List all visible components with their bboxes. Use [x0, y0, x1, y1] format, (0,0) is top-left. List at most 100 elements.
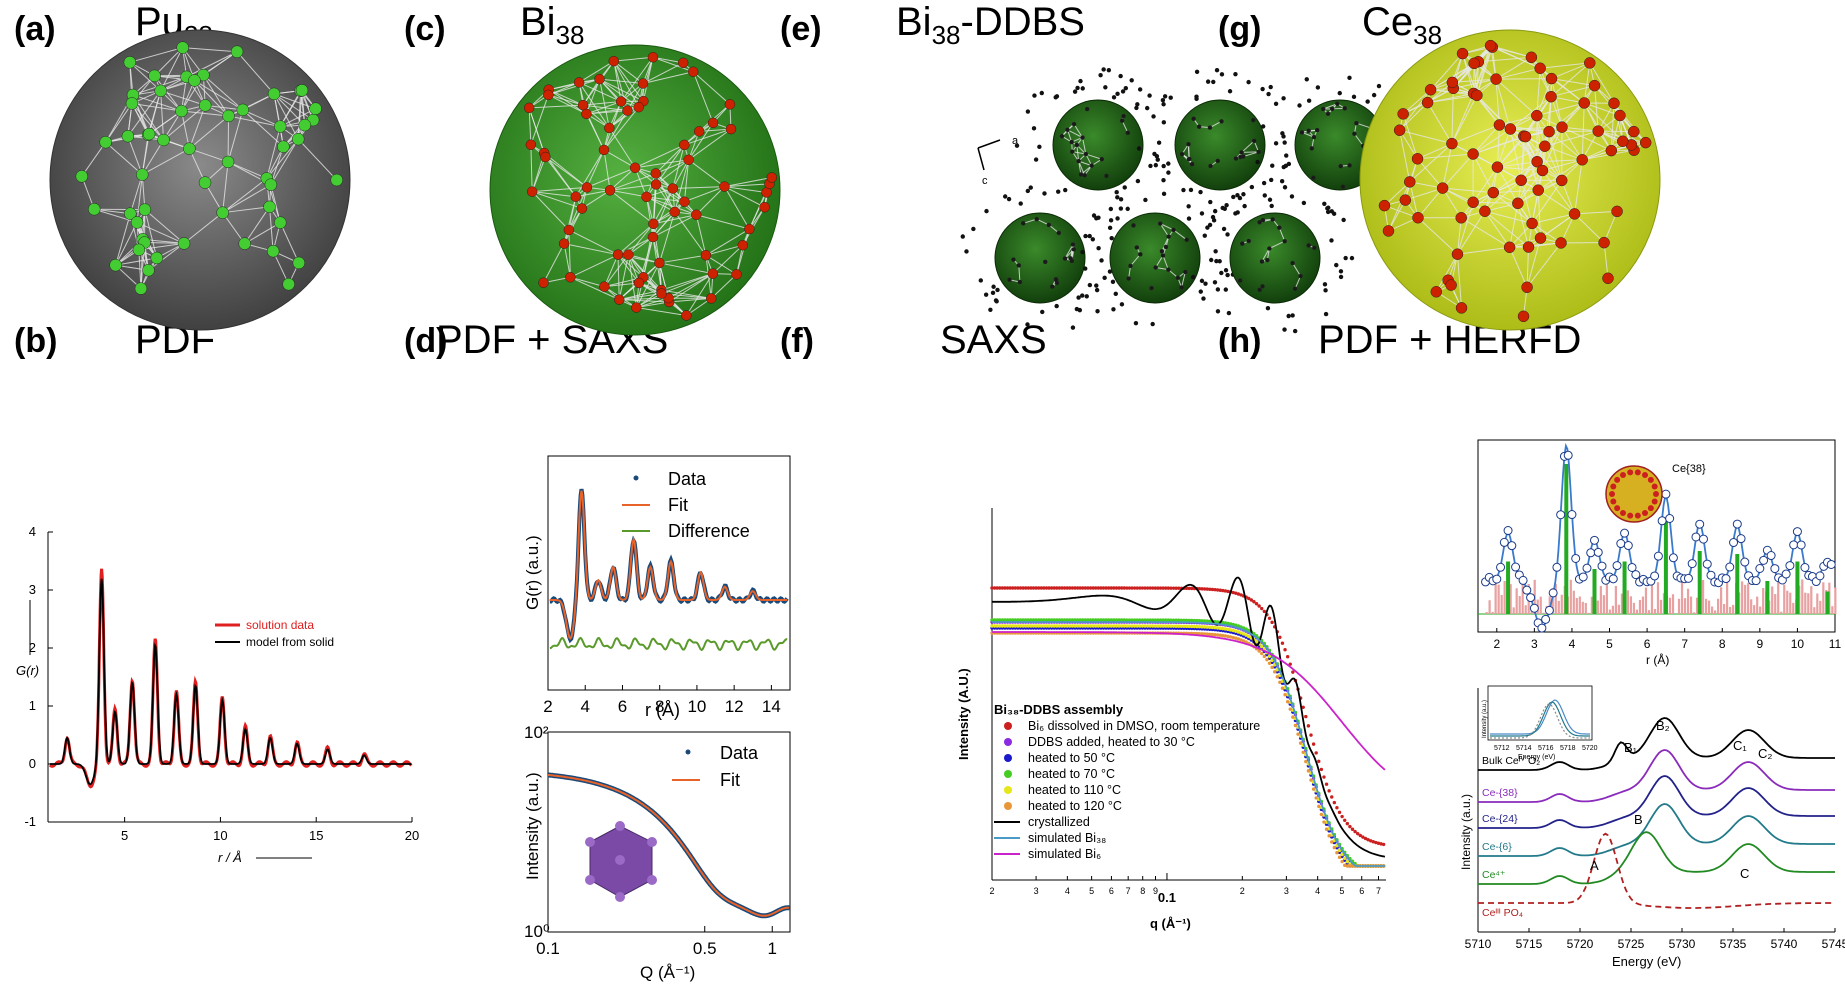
f-series-point [1031, 624, 1036, 628]
f-series-point [1208, 632, 1212, 636]
f-series-point [1311, 787, 1316, 791]
ddbs-ligand-atom [1078, 78, 1083, 84]
bi38-unit-atom [1128, 263, 1133, 269]
ddbs-ligand-atom [1225, 272, 1230, 278]
f-series-point [1254, 640, 1259, 644]
bi38-ddbs-lattice: a c [960, 67, 1422, 334]
f-series-point [1301, 705, 1305, 709]
f-series-point [1332, 845, 1337, 850]
ddbs-ligand-atom [1135, 102, 1140, 107]
pu38-bond [186, 51, 238, 78]
f-series-point [1376, 841, 1381, 845]
pu38-atom [188, 74, 201, 87]
bi38-unit-atom [1267, 246, 1272, 251]
f-series-point [1127, 618, 1132, 622]
ddbs-ligand-atom [1188, 187, 1194, 193]
bi38-atom [558, 238, 570, 249]
bi38-unit-atom [1311, 175, 1316, 180]
pu38-bond [160, 90, 206, 106]
f-series-point [1153, 586, 1158, 590]
pu38-bond [280, 108, 316, 128]
h-bottom-annotation: C₂ [1758, 746, 1772, 761]
h-top-ceo-bar [1572, 590, 1575, 614]
f-series-point [1026, 586, 1031, 590]
f-series-point [1107, 618, 1111, 622]
h-top-ceo-bar [1569, 579, 1572, 614]
f-series-point [1304, 759, 1308, 764]
f-series-point [1215, 588, 1220, 592]
bi38-atom [648, 218, 659, 230]
h-inset-atom [1647, 476, 1654, 483]
f-series-point [1109, 624, 1114, 628]
ddbs-ligand-atom [1286, 313, 1291, 319]
f-series-point [1104, 624, 1108, 628]
bi38-unit-atom [1265, 257, 1270, 263]
f-series-point [1182, 624, 1186, 629]
f-series-point [1213, 625, 1217, 630]
bi38-bond [564, 243, 619, 256]
ddbs-ligand-atom [1199, 211, 1205, 216]
bi38-bond [617, 223, 654, 256]
f-series-point [1202, 625, 1207, 629]
f-series-point [1101, 624, 1106, 628]
f-series-point [1187, 624, 1191, 629]
h-top-ceo-bar [1680, 582, 1684, 614]
pu38-atom [222, 109, 235, 123]
ddbs-ligand-atom [1283, 163, 1289, 169]
bi38-bond [684, 186, 725, 203]
f-series-point [1145, 586, 1150, 590]
bi38-atom [679, 139, 690, 151]
f-series-point [1011, 618, 1015, 622]
ce38-atom [1491, 161, 1504, 173]
f-series-point [1153, 624, 1158, 628]
ddbs-ligand-atom [1111, 307, 1116, 312]
bi38-unit-atom [1237, 278, 1243, 283]
ddbs-ligand-atom [1025, 109, 1031, 114]
ce38-bond [1537, 190, 1542, 239]
f-series-point [1166, 624, 1171, 628]
ddbs-ligand-atom [1028, 185, 1033, 190]
bi38-unit-bond [1130, 254, 1141, 267]
h-top-ceo-bar [1804, 592, 1807, 614]
pu38-bond [222, 206, 270, 214]
ce38-atom [1445, 279, 1457, 291]
bi38-bond [658, 211, 676, 264]
bi38-bond [613, 56, 654, 62]
ddbs-ligand-atom [994, 299, 999, 304]
d-bottom-ylabel: Intensity (a.u.) [523, 772, 542, 880]
bi38-unit-atom [1011, 257, 1016, 262]
f-series-point [1314, 796, 1318, 800]
ce38-bond [1476, 45, 1492, 96]
h-bottom-annotation: C [1740, 866, 1749, 881]
f-series-point [1223, 621, 1228, 625]
bi38-unit-atom [1121, 113, 1126, 119]
ddbs-ligand-atom [1279, 179, 1285, 184]
f-series-point [1114, 624, 1119, 628]
bi38-unit-atom [1257, 287, 1262, 293]
ce38-atom [1526, 217, 1538, 230]
pu38-atom [136, 168, 149, 181]
h-inset-atom [1634, 512, 1641, 519]
h-top-xtick-label: 7 [1681, 637, 1688, 651]
f-series-line [992, 576, 1386, 858]
bi38-unit-atom [1184, 237, 1189, 243]
h-top-series-data [1770, 564, 1780, 574]
pu38-bond [148, 110, 182, 135]
bi38-unit-atom [1050, 284, 1055, 289]
bi38-unit-atom [1099, 156, 1105, 162]
bi38-unit-bond [1278, 227, 1286, 242]
bi38-unit-atom [1119, 118, 1125, 123]
f-series-point [1205, 619, 1209, 623]
h-top-ceo-bar [1647, 610, 1651, 614]
h-bottom-series-label: Ce-{24} [1482, 813, 1518, 825]
f-series-point [1114, 618, 1119, 622]
bi38-bond [672, 159, 690, 189]
d-top-xtick-label: 14 [762, 697, 781, 716]
f-series-point [1223, 589, 1228, 593]
ddbs-ligand-atom [1207, 222, 1213, 228]
ddbs-ligand-atom [1325, 209, 1331, 215]
bi38-bond [548, 89, 587, 115]
bi38-unit-atom [1138, 252, 1143, 257]
ddbs-ligand-atom [1214, 258, 1219, 264]
f-xtick-label: 5 [1339, 886, 1344, 896]
